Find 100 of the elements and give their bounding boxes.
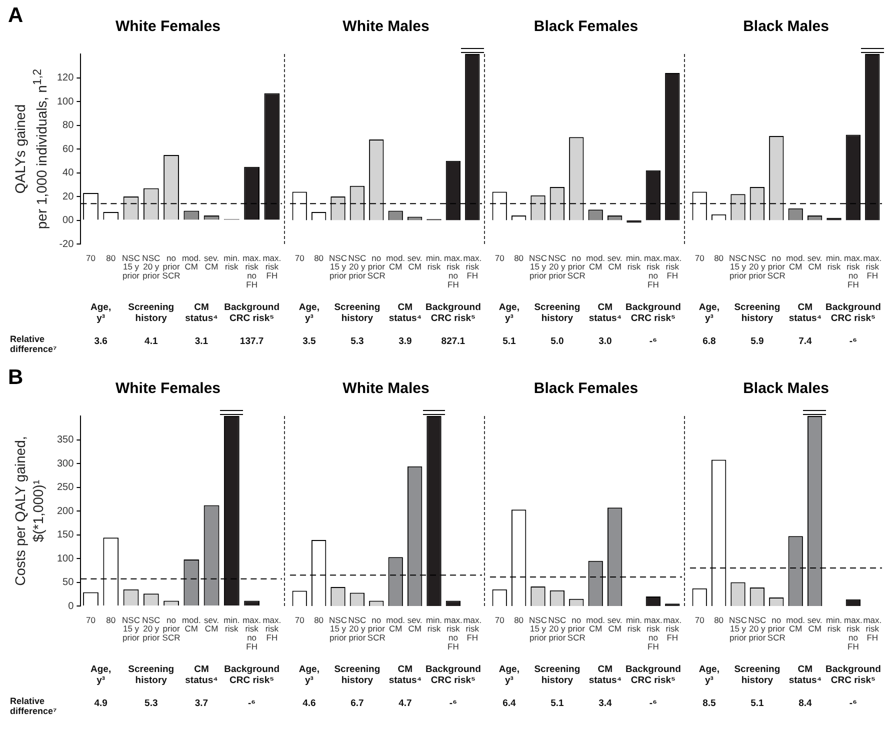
x-tick-label: sev. CM (807, 252, 822, 272)
x-tick-label: max. risk no FH (242, 614, 262, 652)
x-tick-label: no prior SCR (367, 252, 386, 281)
x-tick-label: no prior SCR (767, 614, 786, 643)
x-tick-label: sev. CM (807, 614, 822, 634)
x-tick-label: no prior SCR (567, 252, 586, 281)
x-tick-label: 70 (494, 614, 505, 625)
x-tick-label: max. risk no FH (444, 614, 462, 652)
text: 5.1 (502, 336, 516, 347)
text: 3.6 (94, 336, 108, 347)
x-tick-label: min. risk (224, 614, 240, 634)
text: 5.3 (350, 336, 364, 347)
x-tick-label: NSC 20 y prior (748, 614, 766, 643)
x-tick-label: mod. CM (586, 614, 606, 634)
text: 3.4 (598, 698, 612, 709)
text: 4.1 (144, 336, 158, 347)
x-tick-label: NSC 15 y prior (529, 252, 547, 281)
x-tick-label: 80 (106, 252, 116, 263)
chart-title: White Males (342, 380, 430, 398)
text: Background CRC risk⁵ (825, 302, 881, 324)
x-tick-label: max. risk FH (463, 252, 482, 281)
text: Age, y³ (90, 302, 112, 324)
text: Screening history (334, 664, 380, 686)
text: 827.1 (441, 336, 466, 347)
text: CM status⁴ (388, 664, 422, 686)
x-tick-label: NSC 15 y prior (122, 252, 140, 281)
x-tick-label: max. risk FH (463, 614, 482, 643)
x-tick-label: sev. CM (204, 614, 220, 634)
text: Screening history (128, 302, 174, 324)
x-tick-label: mod. CM (386, 614, 406, 634)
x-tick-label: sev. CM (607, 614, 622, 634)
x-tick-label: NSC 15 y prior (329, 252, 347, 281)
x-tick-label: no prior SCR (567, 614, 586, 643)
x-tick-label: min. risk (826, 614, 842, 634)
x-tick-label: sev. CM (204, 252, 220, 272)
text: -⁶ (849, 698, 857, 709)
y-tick-label: 150 (56, 530, 74, 540)
x-tick-label: 70 (694, 614, 705, 625)
text: 3.5 (302, 336, 316, 347)
y-tick-label: 60 (62, 144, 74, 155)
x-tick-label: mod. CM (586, 252, 606, 272)
text: 5.0 (550, 336, 564, 347)
y-axis-title: Costs per QALY gained, $(*1,000)¹ (11, 435, 47, 588)
text: 6.4 (502, 698, 516, 709)
text: 3.1 (194, 336, 208, 347)
x-tick-label: 70 (494, 252, 505, 263)
text: 6.8 (702, 336, 716, 347)
text: Age, y³ (698, 302, 720, 324)
text: CM status⁴ (788, 664, 822, 686)
chart-title: Black Females (534, 18, 638, 36)
text: 6.7 (350, 698, 364, 709)
text: Background CRC risk⁵ (625, 302, 681, 324)
text: Relative difference⁷ (10, 334, 57, 354)
text: CM status⁴ (788, 302, 822, 324)
y-tick-label: 300 (56, 458, 74, 470)
text: Screening history (128, 664, 174, 686)
x-tick-label: mod. CM (786, 252, 806, 272)
text: Screening history (734, 664, 780, 686)
x-tick-label: min. risk (826, 252, 842, 272)
text: CM status⁴ (185, 664, 218, 686)
y-tick-label: -20 (59, 238, 74, 250)
x-tick-label: NSC 15 y prior (729, 614, 747, 643)
x-tick-label: NSC 20 y prior (142, 252, 160, 281)
text: Screening history (534, 664, 580, 686)
y-tick-label: 0 (68, 600, 74, 612)
x-tick-label: min. risk (224, 252, 240, 272)
x-tick-label: mod. CM (786, 614, 806, 634)
x-tick-label: max. risk FH (863, 252, 882, 281)
x-tick-label: 80 (314, 614, 324, 625)
chart-title: White Males (342, 18, 430, 36)
x-tick-label: NSC 20 y prior (348, 614, 366, 643)
y-tick-label: 250 (56, 482, 74, 493)
x-tick-label: 80 (714, 614, 724, 625)
text: Age, y³ (498, 664, 520, 686)
text: 4.6 (302, 698, 316, 709)
x-tick-label: NSC 15 y prior (122, 614, 140, 643)
x-tick-label: mod. CM (182, 614, 201, 634)
text: 4.9 (94, 698, 108, 709)
text: Age, y³ (298, 302, 320, 324)
x-tick-label: max. risk FH (663, 252, 682, 281)
text: B (8, 366, 24, 390)
text: 3.0 (598, 336, 612, 347)
text: Background CRC risk⁵ (425, 664, 481, 686)
text: CM status⁴ (388, 302, 422, 324)
x-tick-label: max. risk no FH (644, 614, 662, 652)
x-tick-label: 70 (294, 614, 305, 625)
chart-title: Black Males (743, 18, 829, 36)
text: Age, y³ (298, 664, 320, 686)
x-tick-label: max. risk no FH (844, 252, 862, 290)
x-tick-label: min. risk (626, 614, 642, 634)
x-tick-label: mod. CM (182, 252, 201, 272)
x-tick-label: NSC 15 y prior (729, 252, 747, 281)
x-tick-label: NSC 15 y prior (329, 614, 347, 643)
x-tick-label: min. risk (426, 252, 442, 272)
text: 137.7 (240, 336, 264, 347)
text: 5.1 (550, 698, 564, 709)
x-tick-label: max. risk no FH (242, 252, 262, 290)
text: -⁶ (849, 336, 857, 347)
x-tick-label: min. risk (626, 252, 642, 272)
text: 5.3 (144, 698, 158, 709)
